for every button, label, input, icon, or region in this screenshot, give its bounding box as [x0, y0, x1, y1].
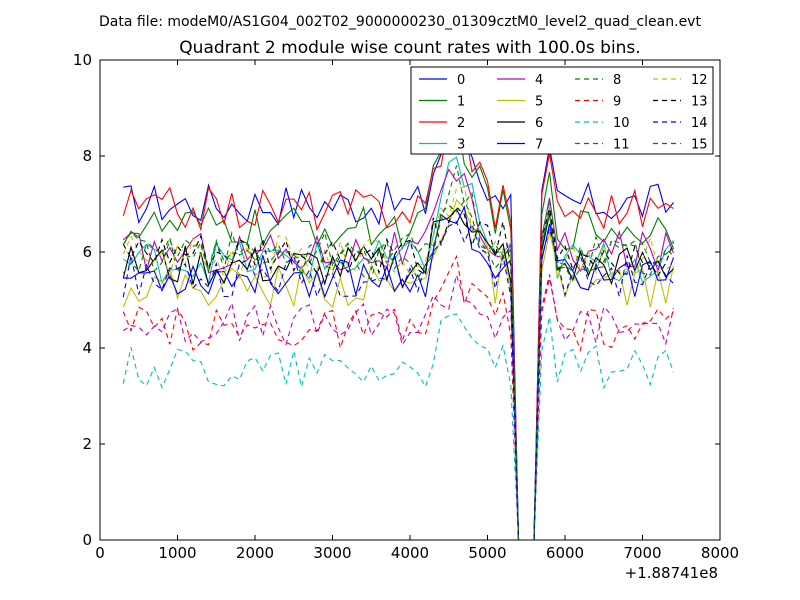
x-tick-label: 2000: [236, 544, 274, 562]
chart-title: Quadrant 2 module wise count rates with …: [179, 38, 640, 58]
legend-label: 2: [457, 116, 465, 131]
series-line-0: [123, 104, 674, 540]
x-tick-label: 5000: [468, 544, 506, 562]
legend-label: 9: [613, 95, 621, 110]
y-tick-label: 8: [82, 147, 92, 165]
legend-label: 8: [613, 73, 621, 88]
y-tick-label: 2: [82, 435, 92, 453]
legend-label: 5: [535, 95, 543, 110]
legend-box: [410, 66, 714, 155]
x-tick-label: 4000: [391, 544, 429, 562]
series-line-13: [122, 206, 675, 540]
x-tick-label: 1000: [158, 544, 196, 562]
legend-label: 12: [691, 73, 708, 88]
series-line-2: [122, 108, 674, 540]
legend-label: 14: [691, 116, 708, 131]
series-line-10: [122, 313, 675, 540]
x-tick-label: 8000: [701, 544, 739, 562]
legend-label: 4: [535, 73, 543, 88]
legend-label: 15: [691, 138, 708, 153]
legend-label: 3: [457, 138, 465, 153]
legend-label: 13: [691, 95, 708, 110]
header-text: Data file: modeM0/AS1G04_002T02_90000002…: [99, 14, 701, 30]
series-line-15: [122, 199, 674, 540]
y-tick-label: 0: [82, 531, 92, 549]
legend-label: 7: [535, 138, 543, 153]
x-tick-label: 3000: [313, 544, 351, 562]
series-line-7: [123, 205, 675, 540]
x-tick-label: 0: [95, 544, 105, 562]
x-tick-label: 6000: [546, 544, 584, 562]
series-line-9: [122, 254, 674, 540]
legend-label: 6: [535, 116, 543, 131]
legend-label: 10: [613, 116, 630, 131]
y-tick-label: 4: [82, 339, 92, 357]
series-line-14: [122, 220, 674, 540]
plot-lines: [122, 104, 675, 540]
legend-label: 0: [457, 73, 465, 88]
x-tick-label: 7000: [623, 544, 661, 562]
series-line-4: [122, 168, 675, 540]
y-tick-label: 10: [73, 51, 92, 69]
y-tick-label: 6: [82, 243, 92, 261]
legend-label: 1: [457, 95, 465, 110]
series-line-11: [122, 273, 675, 540]
legend-label: 11: [613, 138, 630, 153]
x-offset-label: +1.88741e8: [625, 564, 718, 582]
series-line-12: [122, 185, 674, 540]
